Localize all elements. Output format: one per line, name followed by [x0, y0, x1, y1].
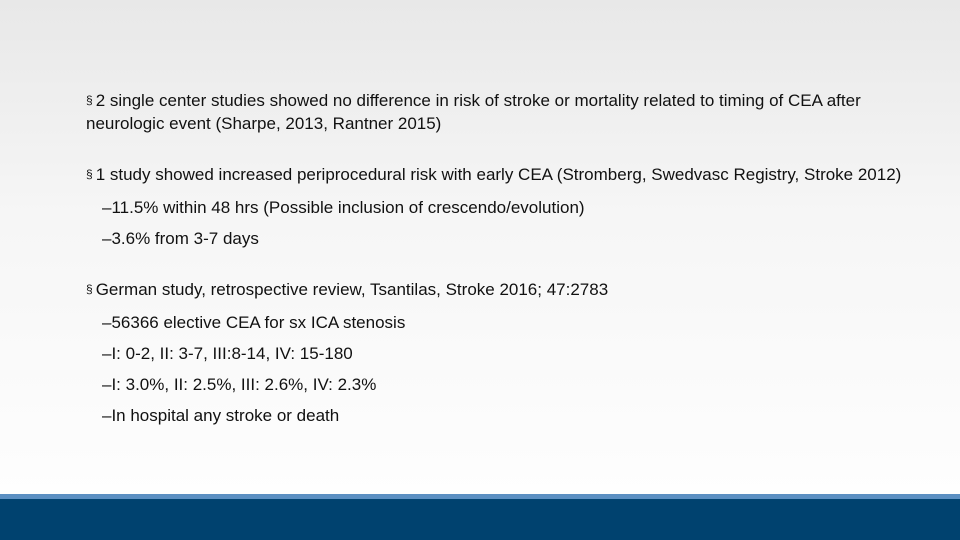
bullet-item: German study, retrospective review, Tsan… [86, 279, 926, 426]
sub-item: –11.5% within 48 hrs (Possible inclusion… [102, 198, 585, 217]
sub-item: –56366 elective CEA for sx ICA stenosis [102, 313, 406, 332]
footer-bar [0, 499, 960, 540]
bullet-text: German study, retrospective review, Tsan… [86, 279, 926, 302]
bullet-item: 2 single center studies showed no differ… [86, 90, 926, 134]
bullet-text: 2 single center studies showed no differ… [86, 90, 926, 134]
content: 2 single center studies showed no differ… [86, 90, 926, 456]
sub-list: –11.5% within 48 hrs (Possible inclusion… [102, 197, 926, 249]
sub-item: –3.6% from 3-7 days [102, 229, 259, 248]
bullet-text: 1 study showed increased periprocedural … [86, 164, 926, 187]
sub-item: –I: 0-2, II: 3-7, III:8-14, IV: 15-180 [102, 344, 353, 363]
sub-list: –56366 elective CEA for sx ICA stenosis –… [102, 312, 926, 426]
sub-item: –In hospital any stroke or death [102, 406, 340, 425]
footer-accent [0, 494, 960, 499]
bullet-item: 1 study showed increased periprocedural … [86, 164, 926, 249]
sub-item: –I: 3.0%, II: 2.5%, III: 2.6%, IV: 2.3% [102, 375, 377, 394]
